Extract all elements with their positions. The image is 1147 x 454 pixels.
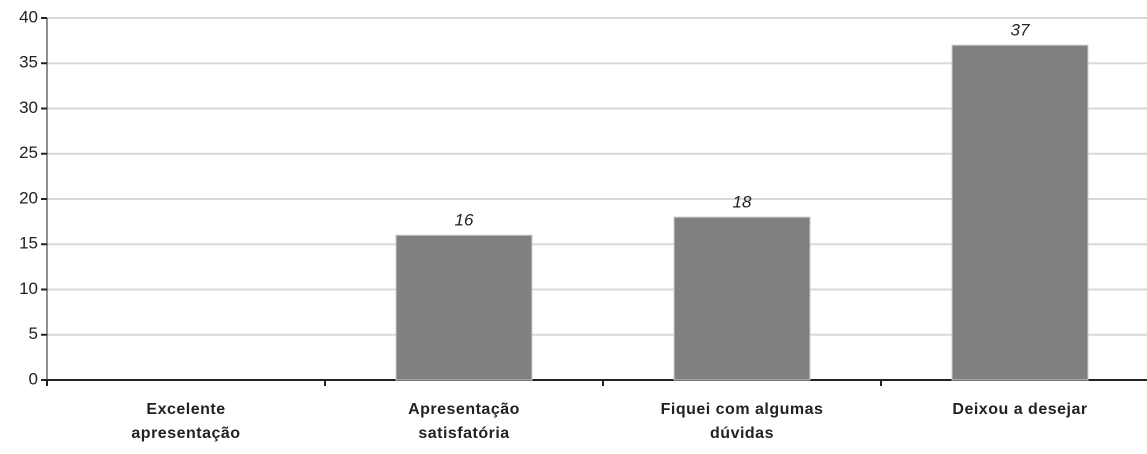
y-tick-label: 30 (19, 98, 38, 117)
y-tick-label: 40 (19, 7, 38, 26)
bar (673, 216, 811, 381)
bar (951, 44, 1089, 381)
y-tick-label: 10 (19, 279, 38, 298)
y-tick-label: 35 (19, 53, 38, 72)
data-label: 37 (1011, 21, 1030, 40)
x-tick-label: Deixou a desejar (952, 401, 1088, 418)
y-tick-label: 15 (19, 234, 38, 253)
data-label: 18 (733, 193, 752, 212)
x-tick-label: Fiquei com algumas dúvidas (660, 401, 824, 442)
y-tick-label: 0 (29, 369, 38, 388)
data-label: 16 (455, 211, 474, 230)
x-tick-label: Excelente apresentação (131, 401, 241, 442)
y-tick-label: 25 (19, 143, 38, 162)
y-tick-label: 20 (19, 188, 38, 207)
x-tick-label: Apresentação satisfatória (408, 401, 520, 442)
y-tick-label: 5 (29, 324, 38, 343)
bar (395, 234, 533, 381)
